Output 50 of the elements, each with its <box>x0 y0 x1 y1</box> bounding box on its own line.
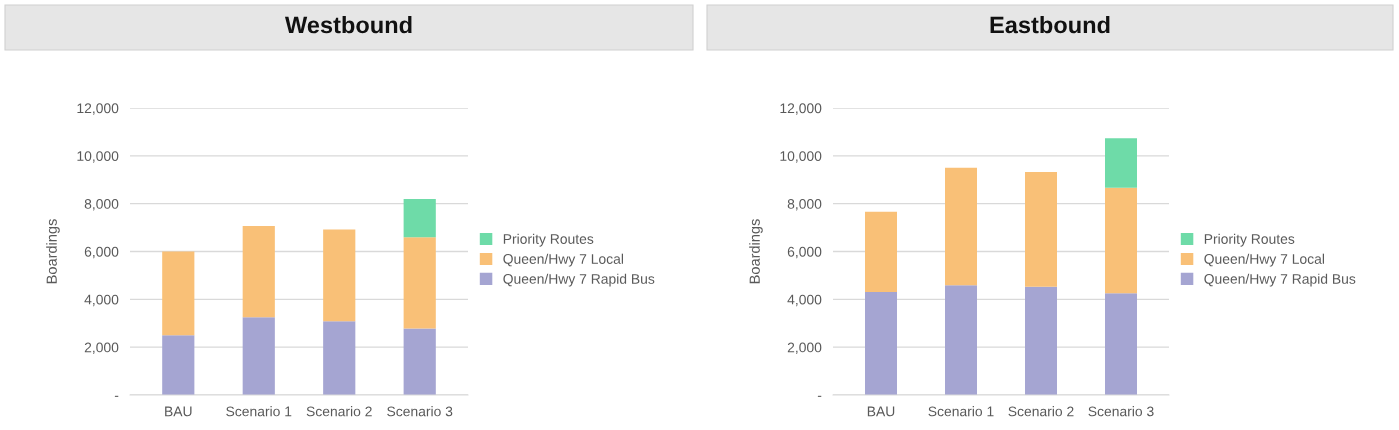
x-tick-label: Scenario 3 <box>1088 406 1154 417</box>
y-tick-label: 2,000 <box>84 342 119 354</box>
x-tick-label: Scenario 1 <box>226 406 292 417</box>
y-tick-label: 10,000 <box>780 151 822 163</box>
bar <box>1105 138 1137 188</box>
y-tick-label: 12,000 <box>77 103 119 115</box>
y-tick-label: 12,000 <box>780 103 822 115</box>
bar <box>403 237 436 329</box>
bar <box>1105 187 1137 294</box>
y-tick-label: 8,000 <box>84 199 119 211</box>
bar <box>945 285 977 395</box>
chart-title: Westbound <box>284 16 412 34</box>
x-tick-label: Scenario 2 <box>1008 406 1074 417</box>
bar <box>323 229 356 322</box>
legend-label: Queen/Hwy 7 Rapid Bus <box>1204 273 1356 287</box>
bar <box>1025 172 1057 287</box>
bar <box>162 335 195 395</box>
legend-label: Priority Routes <box>1204 233 1295 247</box>
y-tick-label: 2,000 <box>787 342 822 354</box>
bar <box>1025 286 1057 395</box>
y-tick-label: 6,000 <box>84 246 119 259</box>
bar <box>403 199 436 238</box>
y-axis-title: Boardings <box>749 219 763 284</box>
x-tick-label: Scenario 3 <box>387 406 453 417</box>
bar <box>403 328 436 395</box>
x-tick-label: BAU <box>165 406 192 417</box>
bar <box>242 317 275 395</box>
y-tick-label: - <box>114 395 119 397</box>
y-tick-label: 10,000 <box>77 151 119 163</box>
bar <box>865 211 897 292</box>
bar <box>162 251 195 336</box>
legend-label: Queen/Hwy 7 Local <box>1204 253 1324 267</box>
legend-label: Queen/Hwy 7 Rapid Bus <box>503 273 655 287</box>
legend-label: Priority Routes <box>503 233 594 247</box>
y-tick-label: 4,000 <box>84 294 119 307</box>
y-axis-title: Boardings <box>46 219 60 284</box>
x-tick-label: Scenario 1 <box>928 406 994 417</box>
bar <box>323 321 356 395</box>
bar <box>242 225 275 318</box>
y-tick-label: - <box>817 395 822 397</box>
y-tick-label: 8,000 <box>787 199 822 211</box>
y-tick-label: 6,000 <box>787 246 822 259</box>
x-tick-label: BAU <box>867 406 895 417</box>
chart-title: Eastbound <box>990 16 1110 34</box>
bar <box>865 291 897 395</box>
bar <box>1105 293 1137 395</box>
legend-label: Queen/Hwy 7 Local <box>503 253 623 267</box>
y-tick-label: 4,000 <box>787 294 822 307</box>
x-tick-label: Scenario 2 <box>306 406 372 417</box>
bar <box>945 167 977 286</box>
